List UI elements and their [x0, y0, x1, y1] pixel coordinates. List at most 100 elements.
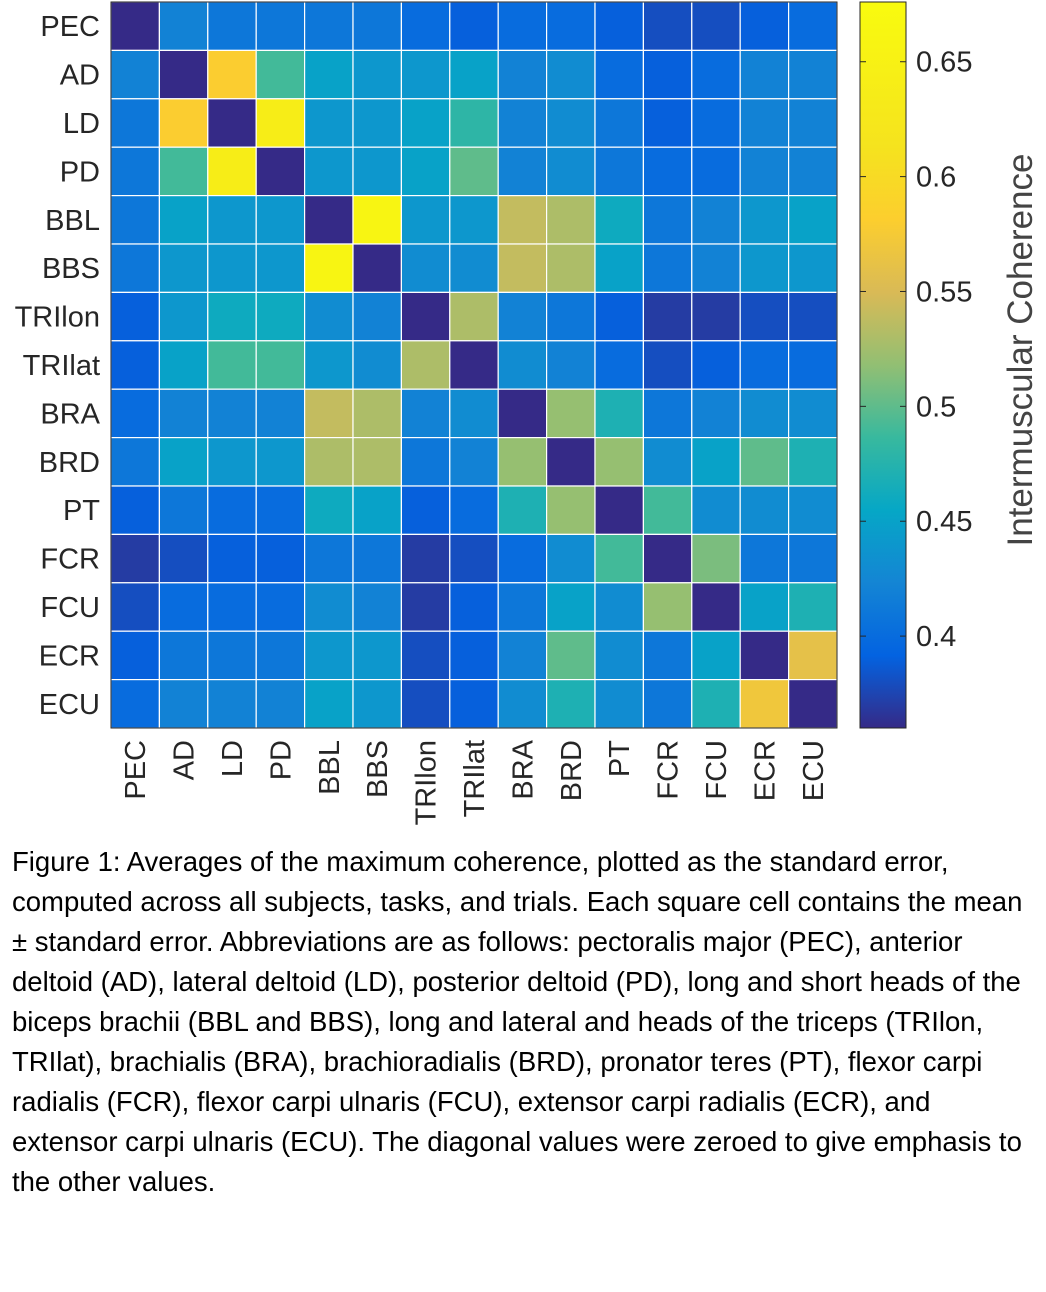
heatmap-cell-bbl-pec	[110, 195, 161, 245]
y-tick-label-fcu: FCU	[40, 592, 100, 624]
heatmap-cell-trilon-trilat	[449, 291, 499, 342]
heatmap-cell-trilon-bra	[497, 291, 548, 342]
heatmap-cell-ecr-ecr	[739, 630, 790, 681]
heatmap-cell-ad-fcu	[691, 49, 741, 100]
heatmap-cell-fcr-bbs	[352, 533, 403, 584]
heatmap-frame	[110, 1, 838, 729]
heatmap-cell-ad-ecr	[739, 49, 790, 100]
heatmap-cell-pt-bbs	[352, 485, 403, 536]
heatmap-cell-fcu-ad	[158, 582, 209, 632]
heatmap-cell-bra-pec	[110, 388, 161, 439]
heatmap-cell-trilat-fcr	[642, 340, 693, 390]
colorbar-label: Intermuscular Coherence	[1001, 154, 1040, 547]
heatmap-cell-pec-ecr	[739, 1, 790, 52]
colorbar-gradient	[859, 1, 907, 729]
heatmap-cell-bra-bbs	[352, 388, 403, 439]
heatmap-cell-bbl-brd	[545, 195, 596, 245]
heatmap-cell-bra-ld	[207, 388, 257, 439]
heatmap-cell-brd-fcr	[642, 437, 693, 487]
heatmap-cell-fcr-fcu	[691, 533, 741, 584]
colorbar-ticks: 0.4 0.45 0.5 0.55 0.6 0.65	[860, 47, 972, 653]
heatmap-cell-pec-pd	[255, 1, 306, 52]
heatmap-cell-ecu-ecr	[739, 678, 790, 729]
x-tick-label-trilat: TRIlat	[459, 740, 491, 817]
heatmap-cell-pt-fcu	[691, 485, 741, 536]
heatmap-cell-bbs-brd	[545, 243, 596, 294]
heatmap-cell-fcu-pd	[255, 582, 306, 632]
heatmap-cell-pt-trilat	[449, 485, 499, 536]
heatmap-cell-bbl-pt	[594, 195, 645, 245]
heatmap-cell-pec-fcr	[642, 1, 693, 52]
heatmap-cell-brd-ad	[158, 437, 209, 487]
heatmap-cell-pd-bbl	[304, 146, 354, 197]
heatmap-cell-trilon-ld	[207, 291, 257, 342]
heatmap-cell-bbl-ecu	[787, 195, 838, 245]
colorbar: 0.4 0.45 0.5 0.55 0.6 0.65 Intermuscular Cohe…	[859, 1, 1040, 729]
heatmap-cell-ad-pt	[594, 49, 645, 100]
coherence-heatmap-figure: PEC AD LD PD BBL BBS TRIlon TRIlat BRA BRD PT FCR FC…	[15, 1, 1040, 825]
heatmap-cell-brd-trilon	[400, 437, 451, 487]
x-tick-label-bra: BRA	[507, 739, 539, 799]
heatmap-cell-trilat-bbl	[304, 340, 354, 390]
heatmap-cell-bbl-pd	[255, 195, 306, 245]
heatmap-cell-pec-brd	[545, 1, 596, 52]
heatmap-cell-ecr-brd	[545, 630, 596, 681]
heatmap-cell-pt-pec	[110, 485, 161, 536]
heatmap-cell-trilon-ecr	[739, 291, 790, 342]
y-tick-label-pec: PEC	[40, 11, 100, 43]
colorbar-tick-label: 0.45	[916, 506, 972, 538]
heatmap-cell-ad-fcr	[642, 49, 693, 100]
heatmap-cell-trilon-brd	[545, 291, 596, 342]
heatmap-cell-bra-bra	[497, 388, 548, 439]
heatmap-cell-ecr-ld	[207, 630, 257, 681]
heatmap-cell-bbs-ecr	[739, 243, 790, 294]
heatmap-cell-ld-trilon	[400, 98, 451, 148]
heatmap-cell-pec-ecu	[787, 1, 838, 52]
heatmap-cell-pt-fcr	[642, 485, 693, 536]
heatmap-cell-brd-ld	[207, 437, 257, 487]
heatmap-cell-trilon-trilon	[400, 291, 451, 342]
heatmap-cell-bbs-fcr	[642, 243, 693, 294]
heatmap-cell-pd-ecr	[739, 146, 790, 197]
heatmap-cell-trilon-pt	[594, 291, 645, 342]
heatmap-cell-trilat-ld	[207, 340, 257, 390]
heatmap-cell-pd-trilon	[400, 146, 451, 197]
y-tick-label-ld: LD	[63, 108, 100, 140]
heatmap-cell-ld-ecr	[739, 98, 790, 148]
heatmap-cell-ld-fcr	[642, 98, 693, 148]
colorbar-tick-label: 0.55	[916, 276, 972, 308]
heatmap-cell-trilon-fcu	[691, 291, 741, 342]
heatmap-cell-pd-pd	[255, 146, 306, 197]
heatmap-cell-trilon-bbl	[304, 291, 354, 342]
heatmap-cell-ecr-bbs	[352, 630, 403, 681]
heatmap-cell-brd-bbs	[352, 437, 403, 487]
heatmap-cell-trilat-fcu	[691, 340, 741, 390]
heatmap-cell-fcu-pt	[594, 582, 645, 632]
heatmap-cell-ld-fcu	[691, 98, 741, 148]
heatmap-cell-fcr-pd	[255, 533, 306, 584]
heatmap-cell-pd-trilat	[449, 146, 499, 197]
heatmap-cell-fcu-ecu	[787, 582, 838, 632]
heatmap-cell-pec-bra	[497, 1, 548, 52]
heatmap-cell-brd-bbl	[304, 437, 354, 487]
heatmap-cell-bbs-trilon	[400, 243, 451, 294]
heatmap-cell-ecu-pec	[110, 678, 161, 729]
heatmap-cell-brd-trilat	[449, 437, 499, 487]
heatmap-cell-fcu-pec	[110, 582, 161, 632]
heatmap-cell-brd-pec	[110, 437, 161, 487]
heatmap-cell-brd-ecu	[787, 437, 838, 487]
heatmap-cell-fcu-fcu	[691, 582, 741, 632]
y-axis-tick-labels: PEC AD LD PD BBL BBS TRIlon TRIlat BRA BRD PT FCR FC…	[15, 11, 101, 721]
heatmap-cell-ld-ld	[207, 98, 257, 148]
heatmap-cell-pec-pec	[110, 1, 161, 52]
heatmap-cell-pd-ld	[207, 146, 257, 197]
x-tick-label-ecr: ECR	[749, 740, 781, 801]
heatmap-cell-ecr-pd	[255, 630, 306, 681]
heatmap-cell-trilon-bbs	[352, 291, 403, 342]
heatmap-cell-ecr-ecu	[787, 630, 838, 681]
heatmap-cell-pec-ld	[207, 1, 257, 52]
heatmap-cell-ecu-fcu	[691, 678, 741, 729]
heatmap-cell-bbl-trilat	[449, 195, 499, 245]
heatmap-cell-ecu-fcr	[642, 678, 693, 729]
x-tick-label-ld: LD	[217, 740, 249, 777]
